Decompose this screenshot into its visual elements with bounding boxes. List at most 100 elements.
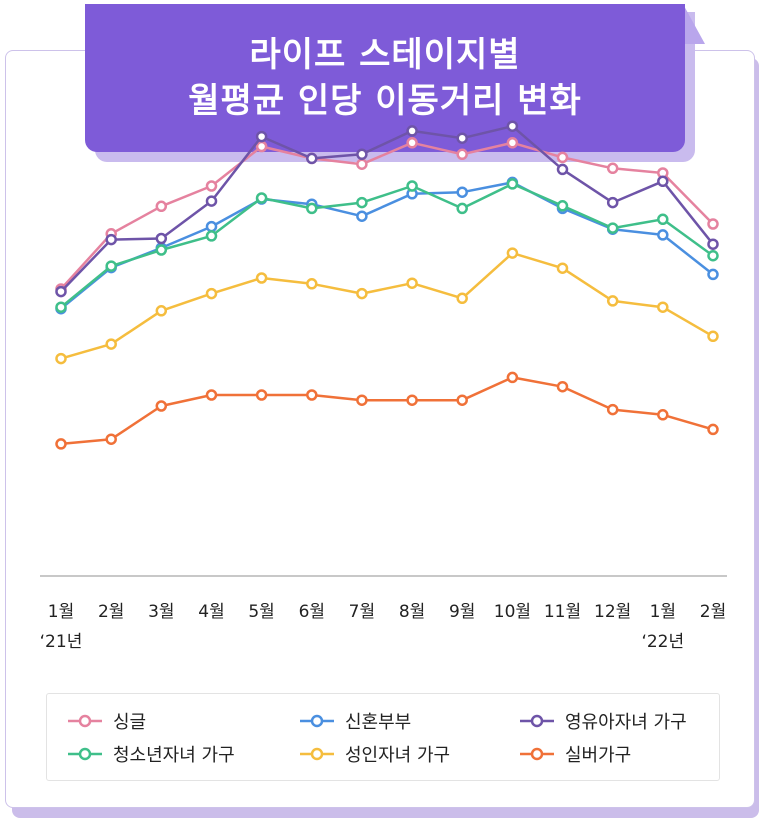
data-point bbox=[456, 148, 468, 161]
legend-marker bbox=[300, 714, 334, 728]
data-point bbox=[155, 232, 168, 245]
data-point bbox=[707, 249, 719, 262]
data-point bbox=[255, 140, 268, 153]
data-point bbox=[657, 409, 669, 421]
data-point bbox=[205, 287, 218, 300]
data-point bbox=[255, 272, 268, 284]
data-point bbox=[657, 175, 669, 188]
data-point bbox=[707, 238, 719, 250]
data-point bbox=[406, 394, 418, 406]
data-point bbox=[306, 389, 318, 401]
data-point bbox=[456, 202, 468, 215]
data-point bbox=[55, 438, 67, 450]
data-point bbox=[306, 278, 318, 290]
series-layer bbox=[55, 120, 719, 450]
data-point bbox=[356, 148, 368, 161]
x-tick-label: 5월 bbox=[248, 602, 274, 622]
data-point bbox=[205, 230, 218, 242]
data-point bbox=[306, 202, 318, 215]
data-point bbox=[255, 389, 268, 401]
x-tick-label: 1월 bbox=[48, 602, 74, 622]
series-0 bbox=[55, 137, 719, 295]
data-point bbox=[707, 330, 719, 343]
data-point bbox=[556, 151, 569, 164]
title-line-2: 월평균 인당 이동거리 변화 bbox=[188, 81, 582, 121]
data-point bbox=[105, 433, 117, 445]
legend-label: 싱글 bbox=[113, 712, 147, 733]
data-point bbox=[456, 394, 468, 406]
series-1 bbox=[55, 176, 719, 315]
x-tick-labels: 1월 2월 3월 4월 5월 6월 7월 8월 9월 10월 11월 12월 1월 2월 ‘21년 ‘22년 bbox=[40, 602, 727, 652]
data-point bbox=[356, 196, 368, 209]
x-tick-label: 2월 bbox=[700, 602, 726, 622]
x-tick-label: 11월 bbox=[544, 602, 581, 622]
data-point bbox=[606, 403, 619, 416]
legend-label: 영유아자녀 가구 bbox=[565, 712, 687, 733]
data-point bbox=[456, 186, 468, 198]
data-point bbox=[506, 120, 519, 132]
legend-label: 실버가구 bbox=[565, 745, 632, 766]
legend-marker bbox=[520, 747, 554, 761]
legend-marker bbox=[68, 714, 102, 728]
legend-label: 신혼부부 bbox=[345, 712, 412, 733]
series-line bbox=[60, 124, 714, 293]
legend-item: 싱글 bbox=[67, 709, 146, 733]
legend-marker bbox=[300, 747, 334, 761]
data-point bbox=[306, 152, 318, 165]
data-point bbox=[105, 260, 117, 272]
year-label: ‘21년 bbox=[40, 632, 83, 652]
x-tick-label: 12월 bbox=[594, 602, 631, 622]
data-point bbox=[406, 137, 418, 149]
data-point bbox=[556, 200, 569, 212]
series-line bbox=[60, 182, 714, 309]
title-banner: 라이프 스테이지별 월평균 인당 이동거리 변화 bbox=[85, 4, 685, 152]
data-point bbox=[205, 220, 218, 233]
data-point bbox=[406, 277, 418, 289]
series-4 bbox=[55, 247, 719, 365]
data-point bbox=[255, 192, 268, 204]
x-tick-label: 9월 bbox=[449, 602, 475, 622]
data-point bbox=[55, 352, 67, 365]
data-point bbox=[105, 233, 117, 246]
data-point bbox=[506, 137, 519, 149]
data-point bbox=[506, 371, 519, 384]
data-point bbox=[205, 389, 218, 401]
x-tick-label: 2월 bbox=[98, 602, 124, 622]
legend-label: 성인자녀 가구 bbox=[345, 745, 451, 766]
data-point bbox=[356, 287, 368, 300]
data-point bbox=[707, 423, 719, 436]
data-point bbox=[506, 178, 519, 190]
data-point bbox=[105, 338, 117, 350]
data-point bbox=[657, 301, 669, 313]
title-line-1: 라이프 스테이지별 bbox=[249, 35, 521, 75]
x-tick-label: 10월 bbox=[494, 602, 531, 622]
data-point bbox=[155, 244, 168, 256]
year-label: ‘22년 bbox=[641, 632, 684, 652]
series-line bbox=[60, 251, 714, 360]
data-point bbox=[406, 125, 418, 137]
data-point bbox=[707, 218, 719, 230]
data-point bbox=[606, 222, 619, 234]
x-tick-label: 6월 bbox=[299, 602, 325, 622]
x-tick-label: 1월 bbox=[650, 602, 676, 622]
legend-item: 신혼부부 bbox=[299, 709, 411, 733]
data-point bbox=[155, 400, 168, 412]
data-point bbox=[606, 295, 619, 307]
data-point bbox=[657, 229, 669, 241]
legend-marker bbox=[68, 747, 102, 761]
data-point bbox=[556, 262, 569, 274]
banner-fold bbox=[683, 4, 705, 44]
data-point bbox=[205, 180, 218, 192]
x-tick-label: 3월 bbox=[148, 602, 174, 622]
data-point bbox=[657, 213, 669, 226]
data-point bbox=[406, 180, 418, 192]
data-point bbox=[155, 305, 168, 317]
x-tick-label: 4월 bbox=[198, 602, 224, 622]
data-point bbox=[356, 394, 368, 406]
legend-item: 영유아자녀 가구 bbox=[519, 709, 687, 733]
legend-item: 청소년자녀 가구 bbox=[67, 742, 235, 766]
data-point bbox=[556, 163, 569, 176]
chart-card bbox=[5, 50, 755, 808]
series-5 bbox=[55, 371, 719, 450]
